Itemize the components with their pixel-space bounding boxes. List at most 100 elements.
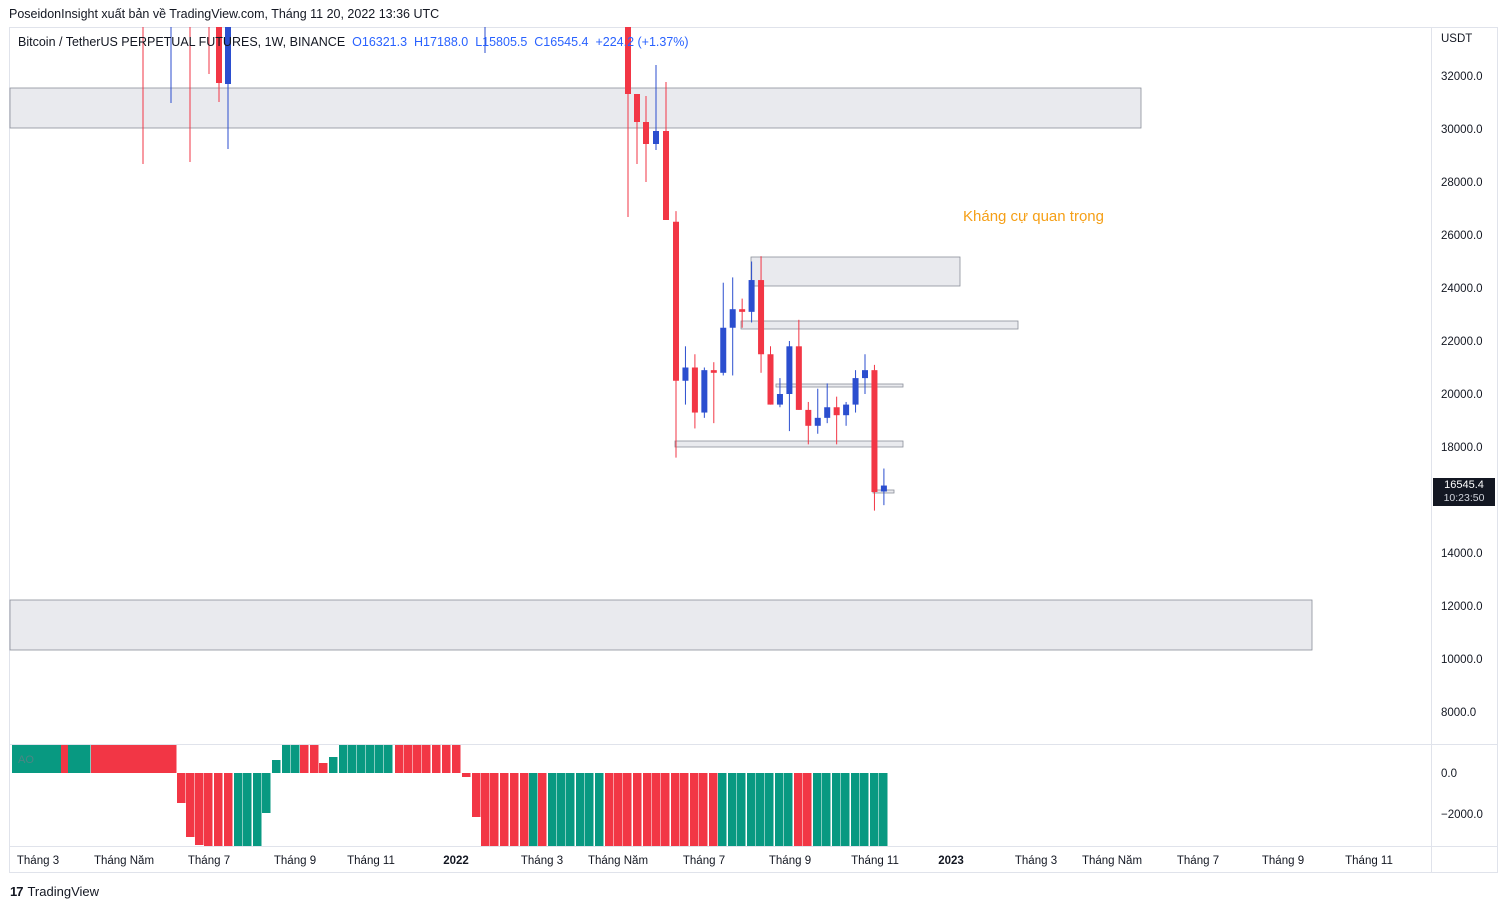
osc-bar (214, 773, 223, 846)
publisher-credit: PoseidonInsight xuất bản về TradingView.… (9, 7, 440, 21)
candle-body[interactable] (710, 370, 717, 373)
price-tick-label: 8000.0 (1441, 707, 1476, 719)
early-body (634, 94, 640, 122)
tradingview-footer[interactable]: 17 TradingView (10, 884, 99, 899)
candle-body[interactable] (720, 327, 727, 373)
candle-body[interactable] (758, 280, 765, 355)
osc-bar (652, 773, 661, 846)
candle-body[interactable] (795, 346, 802, 410)
price-tick-label: 26000.0 (1441, 230, 1483, 242)
candle-body[interactable] (805, 409, 812, 426)
osc-bar (462, 773, 471, 777)
candle-body[interactable] (852, 378, 859, 405)
osc-bar (348, 745, 357, 773)
osc-bar (538, 773, 547, 846)
osc-bar (794, 773, 803, 846)
candle-body[interactable] (814, 417, 821, 426)
candle-body[interactable] (739, 309, 746, 312)
osc-bar (119, 745, 128, 773)
osc-bar (224, 773, 233, 846)
osc-bar (366, 745, 375, 773)
osc-bar (395, 745, 404, 773)
osc-bar (422, 745, 431, 773)
osc-bar (47, 745, 56, 773)
osc-bar (75, 745, 84, 773)
currency-label[interactable]: USDT (1441, 33, 1473, 45)
time-axis[interactable]: Tháng 3 Tháng Năm Tháng 7 Tháng 9 Tháng 11 20… (17, 855, 1393, 867)
time-tick-label: Tháng 11 (347, 855, 395, 867)
price-axis[interactable]: 32000.0 30000.0 28000.0 26000.0 24000.0 22000… (1441, 71, 1483, 719)
osc-bar (82, 745, 91, 773)
osc-bar (310, 745, 319, 773)
candle-body[interactable] (880, 485, 887, 492)
candle-body[interactable] (673, 221, 679, 381)
osc-bar (413, 745, 422, 773)
candle-body[interactable] (786, 346, 793, 394)
osc-bar (12, 745, 21, 773)
annotation-resistance[interactable]: Kháng cự quan trọng (963, 208, 1104, 225)
candle-body[interactable] (682, 367, 689, 381)
candle-body[interactable] (776, 394, 783, 405)
candle-body[interactable] (767, 354, 774, 405)
candle-body[interactable] (701, 370, 708, 413)
chart-frame[interactable] (9, 27, 1498, 873)
resistance-zone-32000[interactable] (9, 87, 1142, 129)
osc-bar (61, 745, 70, 773)
candle-body[interactable] (871, 370, 878, 493)
osc-bar (661, 773, 670, 846)
osc-bar (756, 773, 765, 846)
support-zone-11000[interactable] (9, 599, 1313, 651)
osc-bar (557, 773, 566, 846)
osc-bar (126, 745, 135, 773)
resistance-zone-25000[interactable] (750, 256, 961, 287)
resistance-zone-22500[interactable] (740, 320, 1019, 330)
osc-bar (404, 745, 413, 773)
osc-bar (775, 773, 784, 846)
time-tick-label: 2023 (938, 855, 964, 867)
early-body (653, 131, 659, 144)
time-tick-label: Tháng 7 (1177, 855, 1219, 867)
legend-low: L15805.5 (475, 35, 528, 49)
candle-body[interactable] (843, 404, 850, 416)
osc-bar (699, 773, 708, 846)
last-price-badge: 16545.4 10:23:50 (1433, 478, 1495, 506)
legend-change: +224.2 (+1.37%) (595, 35, 689, 49)
candle-body[interactable] (833, 407, 840, 416)
awesome-oscillator-histogram[interactable] (12, 745, 888, 846)
candles-series[interactable] (673, 211, 887, 511)
osc-bar (329, 757, 338, 773)
time-tick-label: Tháng 9 (274, 855, 316, 867)
legend-close: C16545.4 (534, 35, 589, 49)
candle-body[interactable] (862, 370, 868, 379)
time-tick-label: Tháng Năm (94, 855, 154, 867)
osc-bar (154, 745, 163, 773)
osc-bar (737, 773, 746, 846)
early-body (663, 131, 669, 220)
osc-bar (133, 745, 142, 773)
oscillator-label[interactable]: AO (18, 754, 34, 766)
osc-bar (195, 773, 204, 845)
support-zone-18000[interactable] (674, 440, 904, 448)
osc-bar (40, 745, 49, 773)
candle-body[interactable] (729, 309, 736, 328)
chart-legend[interactable]: Bitcoin / TetherUS PERPETUAL FUTURES, 1W… (18, 35, 689, 49)
price-tick-label: 18000.0 (1441, 442, 1483, 454)
osc-bar (204, 773, 213, 846)
osc-bar (690, 773, 699, 846)
osc-bar (234, 773, 243, 846)
osc-bar (879, 773, 888, 846)
price-tick-label: 24000.0 (1441, 283, 1483, 295)
candle-body[interactable] (691, 367, 698, 413)
osc-bar (870, 773, 879, 846)
osc-bar (186, 773, 195, 837)
symbol-title[interactable]: Bitcoin / TetherUS PERPETUAL FUTURES, 1W… (18, 35, 346, 49)
osc-bar (357, 745, 366, 773)
candle-body[interactable] (824, 407, 831, 418)
zone-20200[interactable] (775, 383, 904, 388)
price-tick-label: 30000.0 (1441, 124, 1483, 136)
osc-bar (472, 773, 481, 817)
osc-bar (54, 745, 63, 773)
candle-body[interactable] (748, 280, 755, 312)
osc-bar (253, 773, 262, 846)
